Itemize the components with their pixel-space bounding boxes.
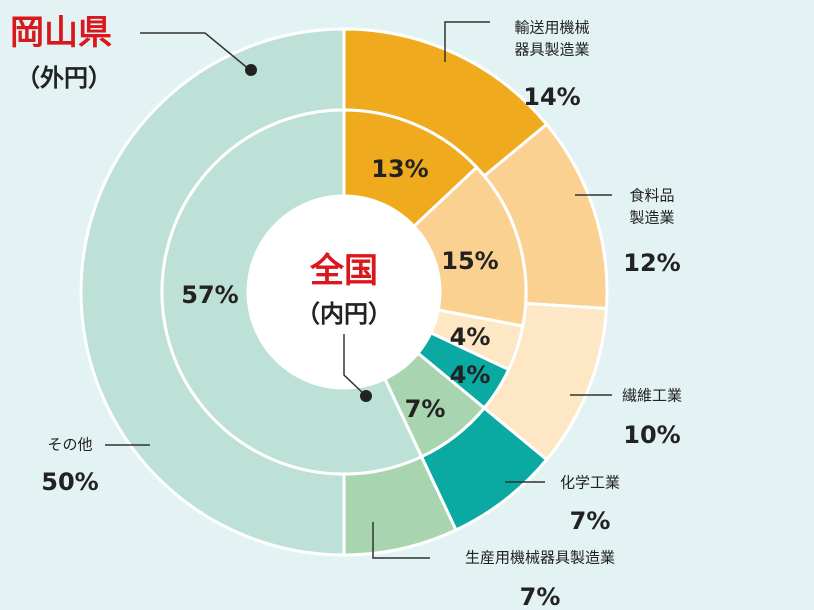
outer-category-label-1-line-1: 輸送用機械: [514, 19, 589, 37]
outer-leader-1: [444, 21, 490, 62]
inner-legend-leader: [343, 334, 367, 397]
outer-category-label-2-line-1: 食料品: [629, 187, 674, 205]
outer-leader-5: [372, 522, 430, 559]
inner-pct-label-2: 15%: [441, 247, 498, 275]
outer-category-label-6: その他: [47, 436, 92, 454]
inner-pct-label-4: 4%: [450, 361, 491, 389]
inner-legend-title: 全国: [309, 251, 378, 291]
outer-pct-label-2: 12%: [623, 249, 680, 277]
outer-pct-label-4: 7%: [570, 507, 611, 535]
inner-pct-label-1: 13%: [371, 155, 428, 183]
inner-legend-sub: （内円）: [296, 300, 392, 328]
outer-pct-label-1: 14%: [523, 83, 580, 111]
outer-pct-label-5: 7%: [520, 583, 561, 610]
inner-pct-label-5: 7%: [405, 395, 446, 423]
outer-category-label-4: 化学工業: [560, 474, 620, 492]
inner-pct-label-6: 57%: [181, 281, 238, 309]
outer-pct-label-3: 10%: [623, 421, 680, 449]
center-hole: [248, 196, 440, 388]
outer-category-label-5: 生産用機械器具製造業: [465, 549, 615, 567]
outer-category-label-2-line-2: 製造業: [629, 209, 674, 227]
outer-category-label-3: 繊維工業: [622, 387, 682, 405]
outer-pct-label-6: 50%: [41, 468, 98, 496]
outer-legend-sub: （外円）: [16, 64, 112, 92]
inner-legend-dot: [360, 390, 372, 402]
inner-ring: [160, 108, 528, 476]
outer-category-label-1-line-2: 器具製造業: [514, 41, 589, 59]
outer-legend-dot: [245, 64, 257, 76]
leader-lines: [105, 21, 612, 559]
outer-legend-title: 岡山県: [10, 13, 112, 53]
inner-percent-labels: 13%15%4%4%7%57%: [181, 155, 498, 423]
outer-legend-leader: [140, 32, 251, 71]
inner-pct-label-3: 4%: [450, 323, 491, 351]
